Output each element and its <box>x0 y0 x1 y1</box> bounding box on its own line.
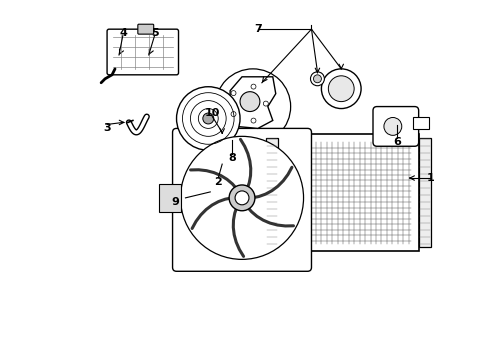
Circle shape <box>251 84 256 89</box>
FancyBboxPatch shape <box>172 129 312 271</box>
Text: 6: 6 <box>393 137 401 147</box>
Text: 1: 1 <box>427 173 435 183</box>
Text: 2: 2 <box>214 177 222 187</box>
Circle shape <box>263 101 269 106</box>
Bar <box>278 134 418 251</box>
Circle shape <box>240 92 260 112</box>
Circle shape <box>231 112 236 117</box>
Circle shape <box>311 72 324 86</box>
FancyBboxPatch shape <box>373 107 418 146</box>
Bar <box>413 117 429 129</box>
Circle shape <box>251 118 256 123</box>
Circle shape <box>314 75 321 83</box>
Circle shape <box>229 185 255 211</box>
Circle shape <box>176 87 240 150</box>
Circle shape <box>384 117 402 135</box>
Text: 9: 9 <box>172 197 179 207</box>
Text: 3: 3 <box>103 123 111 134</box>
Bar <box>159 184 180 212</box>
Circle shape <box>203 113 214 124</box>
Bar <box>418 138 431 247</box>
Circle shape <box>328 76 354 102</box>
FancyBboxPatch shape <box>138 24 154 34</box>
Circle shape <box>180 136 303 260</box>
Polygon shape <box>230 77 276 129</box>
FancyBboxPatch shape <box>107 29 178 75</box>
Circle shape <box>235 191 249 205</box>
Circle shape <box>231 91 236 95</box>
Circle shape <box>321 69 361 109</box>
Text: 5: 5 <box>151 28 158 38</box>
Text: 4: 4 <box>119 28 127 38</box>
Bar <box>266 138 278 247</box>
Text: 7: 7 <box>254 24 262 34</box>
Circle shape <box>215 69 291 144</box>
Text: 8: 8 <box>228 153 236 163</box>
Text: 10: 10 <box>204 108 220 117</box>
